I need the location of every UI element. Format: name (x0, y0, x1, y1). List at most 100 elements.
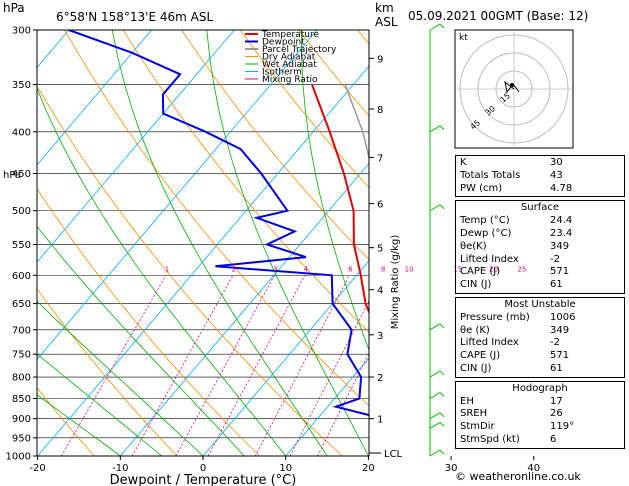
s-dewp-value: 23.4 (550, 227, 573, 239)
wind-barb (429, 449, 441, 457)
s-li-row: Lifted Index -2 (460, 254, 620, 267)
mixing-ratio-label: 2 (232, 265, 236, 273)
mixing-ratio-line (254, 275, 350, 456)
s-dewp-label: Dewp (°C) (460, 227, 512, 239)
s-cape-row: CAPE (J) 571 (460, 266, 620, 279)
pressure-tick-label: 600 (12, 271, 31, 282)
indices-table: K 30 Totals Totals 43 PW (cm) 4.78 Surface … (455, 155, 625, 452)
mu-p-label: Pressure (mb) (460, 311, 530, 323)
hodograph-trace (504, 80, 520, 94)
mu-theta-label: θe (K) (460, 324, 490, 336)
mu-theta-row: θe (K) 349 (460, 325, 620, 338)
temp-tick-label: 20 (362, 463, 375, 474)
datetime: 05.09.2021 00GMT (Base: 12) (408, 9, 588, 23)
mixing-ratio-label: 1 (165, 265, 169, 273)
legend-label: Isotherm (262, 68, 302, 78)
pressure-tick-label: 500 (12, 206, 31, 217)
mixing-ratio-label: 6 (348, 265, 353, 273)
km-unit: km (375, 1, 394, 15)
most-unstable-section: Most Unstable Pressure (mb) 1006 θe (K) 34… (455, 296, 625, 378)
s-dewp-row: Dewp (°C) 23.4 (460, 228, 620, 241)
wind-barb (429, 125, 441, 133)
wet-adiabat-line (206, 30, 369, 456)
km-tick-label: 1 (377, 415, 383, 426)
pressure-tick-label: 850 (12, 394, 31, 405)
legend-label: Wet Adiabat (262, 60, 317, 70)
mixing-ratio-label: 4 (304, 265, 309, 273)
legend-label: Dewpoint (262, 38, 305, 48)
mu-cin-label: CIN (J) (460, 362, 492, 374)
temp-tick-label: -20 (29, 463, 45, 474)
legend-label: Temperature (261, 30, 319, 40)
s-theta-value: 349 (550, 240, 570, 252)
isotherm-line (202, 260, 369, 456)
mu-cape-label: CAPE (J) (460, 350, 501, 362)
s-li-value: -2 (550, 253, 560, 265)
eh-label: EH (460, 395, 474, 407)
pressure-tick-label: 450 (12, 169, 31, 180)
hodograph: kt 15 30 45 (454, 29, 574, 149)
indices-basic: K 30 Totals Totals 43 PW (cm) 4.78 (455, 155, 625, 198)
mu-cape-value: 571 (550, 350, 570, 362)
pressure-tick-label: 550 (12, 240, 31, 251)
stmspd-row: StmSpd (kt) 6 (460, 434, 620, 447)
wind-barb (429, 23, 441, 31)
profile-lines (68, 30, 369, 417)
wind-barb-flag (439, 23, 445, 29)
isotherm-line (37, 30, 318, 361)
surface-title: Surface (520, 202, 560, 214)
mixing-ratio-label: 10 (405, 265, 414, 273)
legend-label: Dry Adiabat (262, 53, 316, 63)
wind-barb-flag (439, 422, 445, 427)
pressure-tick-label: 950 (12, 433, 31, 444)
mu-cin-value: 61 (550, 362, 563, 374)
wet-adiabat-line (37, 300, 204, 456)
km-tick-label: 3 (377, 331, 383, 342)
pressure-tick-label: 700 (12, 325, 31, 336)
wet-adiabat-line (37, 394, 121, 456)
x-axis-label: Dewpoint / Temperature (°C) (110, 473, 297, 486)
isotherm-line (37, 30, 235, 263)
k-label: K (460, 157, 467, 168)
wind-barb-flag (439, 125, 445, 131)
stmdir-label: StmDir (460, 421, 495, 433)
pressure-tick-label: 1000 (6, 452, 31, 463)
series-line-dewpoint (68, 30, 369, 417)
mixing-ratio-label: 15 (453, 265, 462, 273)
pw-row: PW (cm) 4.78 (460, 183, 620, 196)
pressure-tick-label: 300 (12, 26, 31, 37)
mu-li-label: Lifted Index (460, 337, 519, 349)
km-tick-label: 7 (377, 153, 383, 164)
s-temp-value: 24.4 (550, 215, 573, 227)
temp-tick-label: 30 (445, 463, 458, 474)
km-tick-label: 4 (377, 286, 383, 297)
eh-value: 17 (550, 395, 563, 407)
wind-barb-flag (439, 392, 445, 397)
stmspd-label: StmSpd (kt) (460, 433, 520, 445)
stmspd-value: 6 (550, 433, 557, 445)
wet-adiabat-line (37, 353, 162, 456)
background-lines (37, 30, 369, 456)
tt-value: 43 (550, 169, 563, 181)
wind-barb-flag (439, 323, 445, 329)
isotherm-line (37, 30, 152, 166)
series-line-temperature (311, 84, 369, 315)
pressure-tick-label: 800 (12, 373, 31, 384)
surface-section: Surface Temp (°C) 24.4 Dewp (°C) 23.4 θe(K… (455, 200, 625, 294)
legend-label: Mixing Ratio (262, 75, 318, 85)
s-cape-label: CAPE (J) (460, 266, 501, 278)
mixing-ratio-axis-label: Mixing Ratio (g/kg) (390, 235, 401, 330)
mu-p-value: 1006 (550, 311, 576, 323)
lcl-label: LCL (384, 449, 403, 460)
mixing-ratio-label: 25 (518, 265, 527, 273)
pressure-tick-label: 650 (12, 299, 31, 310)
sreh-value: 26 (550, 408, 563, 420)
isotherm-line (37, 65, 369, 456)
hodograph-unit: kt (459, 33, 468, 43)
km-tick-label: 6 (377, 200, 383, 211)
wet-adiabat-line (37, 87, 287, 456)
wet-adiabat-line (301, 30, 369, 351)
wind-barb (429, 412, 441, 420)
dry-adiabat-line (37, 85, 343, 456)
